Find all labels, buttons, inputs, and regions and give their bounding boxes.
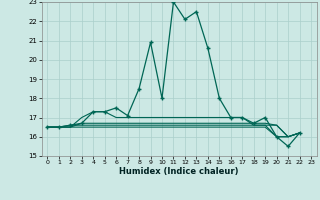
X-axis label: Humidex (Indice chaleur): Humidex (Indice chaleur) (119, 167, 239, 176)
